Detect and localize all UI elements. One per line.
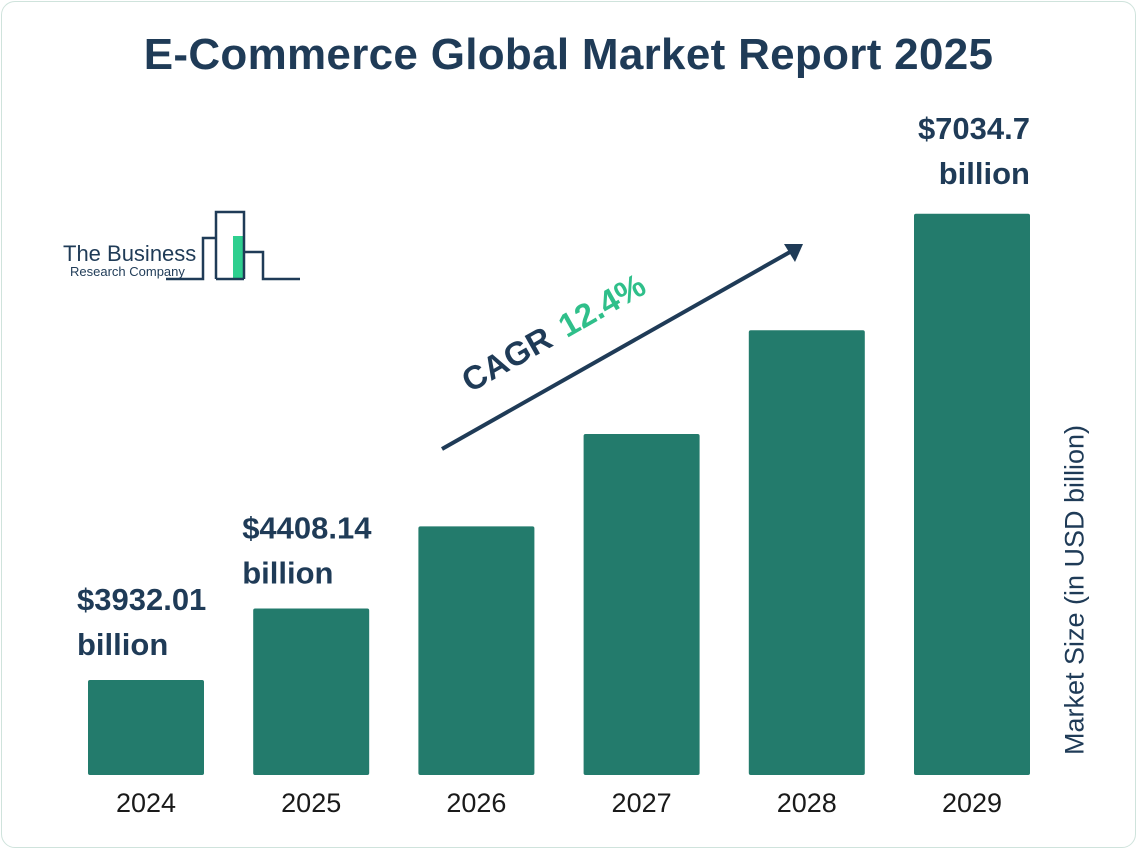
data-label-2025: billion	[242, 555, 333, 590]
x-tick-label: 2027	[612, 788, 672, 818]
data-label-2029: $7034.7	[918, 111, 1030, 146]
data-label-2029: billion	[939, 156, 1030, 191]
data-label-2024: billion	[77, 627, 168, 662]
x-tick-label: 2025	[281, 788, 341, 818]
cagr-label: CAGR	[455, 319, 558, 399]
x-tick-label: 2028	[777, 788, 837, 818]
bar-2025	[253, 608, 370, 775]
chart-title: E-Commerce Global Market Report 2025	[143, 30, 994, 79]
x-tick-label: 2024	[116, 788, 176, 818]
bar-2027	[583, 434, 700, 775]
x-tick-label: 2026	[446, 788, 506, 818]
svg-text:CAGR12.4%: CAGR12.4%	[455, 266, 651, 399]
y-axis-label: Market Size (in USD billion)	[1059, 424, 1090, 756]
cagr-value: 12.4%	[552, 266, 652, 344]
bar-2024	[88, 680, 204, 775]
bar-2026	[418, 526, 535, 775]
logo-text-line2: Research Company	[70, 264, 185, 279]
bar-2028	[748, 330, 865, 775]
x-tick-label: 2029	[942, 788, 1002, 818]
data-label-2025: $4408.14	[242, 510, 372, 545]
cagr-arrow	[441, 244, 803, 451]
data-label-2024: $3932.01	[77, 582, 206, 617]
bar-2029	[914, 213, 1030, 775]
